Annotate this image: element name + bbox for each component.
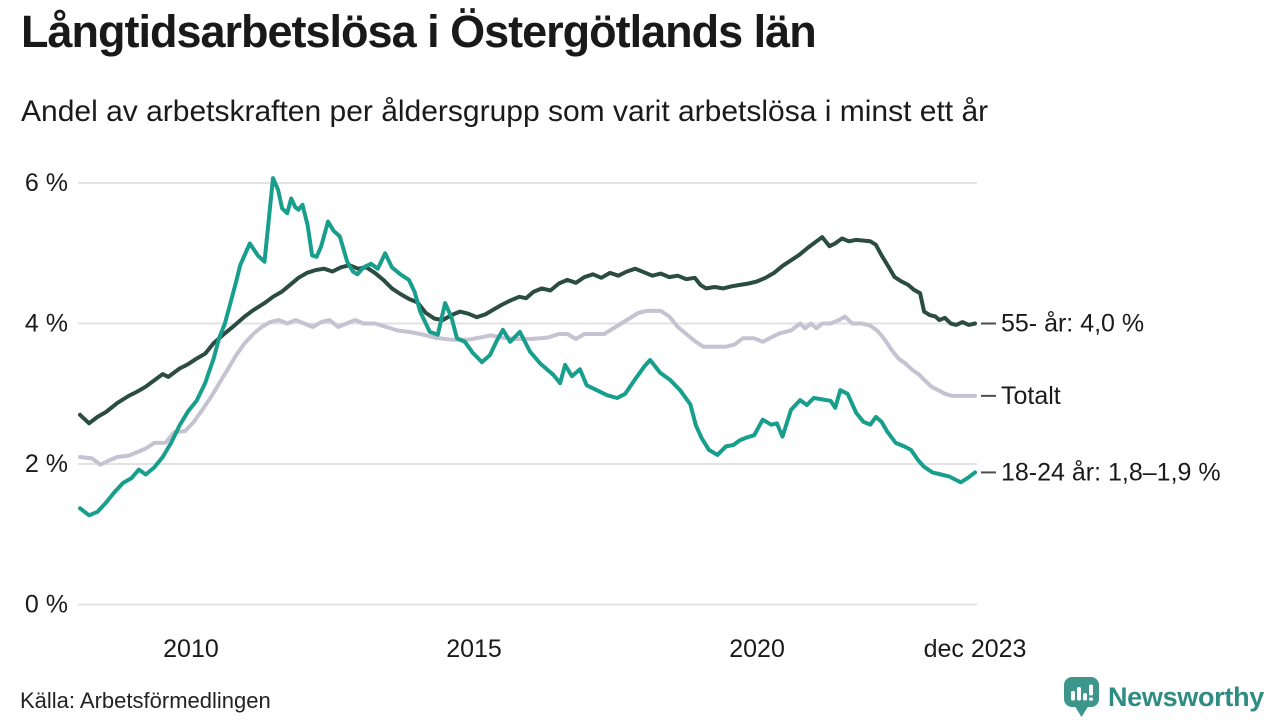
- x-tick-label: 2015: [446, 635, 502, 663]
- newsworthy-icon: [1063, 677, 1099, 717]
- newsworthy-wordmark: Newsworthy: [1107, 681, 1264, 712]
- series-line-55-r: [78, 235, 977, 426]
- series-line-totalt: [78, 308, 977, 467]
- series-line-18-24-r: [78, 176, 977, 518]
- x-tick-label: 2020: [729, 635, 785, 663]
- y-tick-label: 4 %: [25, 310, 68, 338]
- series-label: 18-24 år: 1,8–1,9 %: [1001, 458, 1221, 486]
- y-tick-label: 6 %: [25, 169, 68, 197]
- series-label: 55- år: 4,0 %: [1001, 310, 1144, 338]
- series-label: Totalt: [1001, 382, 1061, 410]
- x-tick-label: 2010: [163, 635, 219, 663]
- y-tick-label: 0 %: [25, 591, 68, 619]
- page-title: Långtidsarbetslösa i Östergötlands län: [21, 6, 817, 57]
- newsworthy-logo: Newsworthy: [1063, 676, 1264, 718]
- x-tick-label: dec 2023: [924, 635, 1027, 663]
- y-tick-label: 2 %: [25, 450, 68, 478]
- source-note: Källa: Arbetsförmedlingen: [20, 688, 271, 713]
- page-subtitle: Andel av arbetskraften per åldersgrupp s…: [21, 95, 989, 128]
